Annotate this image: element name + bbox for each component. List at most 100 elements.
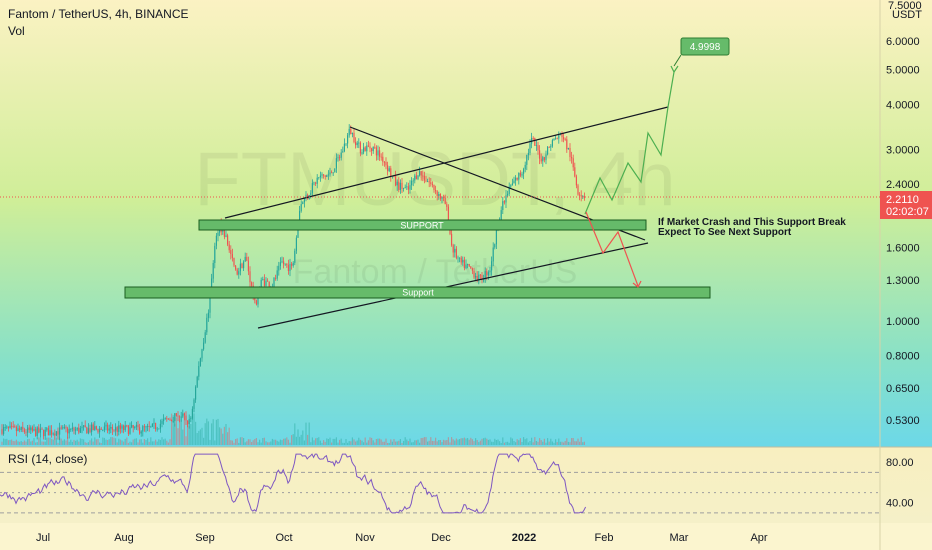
candle-body (444, 197, 446, 205)
volume-bar (15, 439, 17, 445)
volume-bar (361, 440, 363, 445)
candle-body (36, 427, 38, 436)
volume-bar (150, 437, 152, 445)
candle-body (193, 399, 195, 409)
volume-bar (212, 419, 214, 445)
last-price-marker[interactable]: 2.2110 02:02:07 (0, 191, 932, 219)
volume-bar (326, 438, 328, 445)
support-zone-upper[interactable] (198, 219, 647, 231)
volume-bar (463, 437, 465, 445)
candle-body (478, 274, 480, 280)
volume-bar (559, 441, 561, 445)
candle-body (105, 424, 107, 427)
candle-body (92, 424, 94, 430)
volume-bar (78, 441, 80, 445)
volume-bar (38, 437, 40, 445)
volume-bar (433, 440, 435, 445)
time-axis-label: Aug (114, 532, 134, 544)
candle-body (364, 147, 366, 152)
watermark: FTMUSDT, 4h Fantom / TetherUS (194, 137, 675, 291)
volume-bar (231, 440, 233, 445)
candle-body (262, 279, 264, 280)
candle-body (153, 422, 155, 424)
volume-bar (353, 439, 355, 445)
candle-body (172, 421, 174, 422)
volume-bar (239, 437, 241, 445)
last-price-value: 2.2110 (886, 194, 919, 206)
candle-body (241, 263, 243, 269)
volume-bar (294, 423, 296, 445)
price-axis[interactable]: 7.5000 USDT 6.0000 5.0000 4.0000 3.0000 2.40… (886, 0, 922, 427)
candle-body (129, 427, 131, 434)
candle-body (583, 196, 585, 198)
candle-body (166, 418, 168, 419)
volume-bar (337, 442, 339, 445)
candle-body (27, 427, 29, 433)
candle-body (228, 244, 230, 251)
candle-body (311, 183, 313, 193)
symbol-title[interactable]: Fantom / TetherUS, 4h, BINANCE (8, 7, 189, 21)
volume-bar (390, 439, 392, 445)
candle-body (406, 186, 408, 188)
volume-bar (452, 439, 454, 445)
candle-body (355, 142, 357, 146)
rsi-axis[interactable]: 80.00 40.00 (886, 457, 914, 510)
candle-body (257, 296, 259, 305)
candle-body (73, 427, 75, 431)
time-axis-label: Oct (275, 532, 292, 544)
time-axis[interactable]: Jul Aug Sep Oct Nov Dec 2022 Feb Mar Apr (36, 532, 768, 544)
upper-trendline[interactable] (224, 106, 669, 219)
candle-body (385, 162, 387, 166)
candle-body (532, 138, 534, 139)
candle-body (44, 429, 46, 437)
candle-body (486, 271, 488, 276)
volume-bar (460, 438, 462, 445)
rsi-indicator-label[interactable]: RSI (14, close) (8, 452, 88, 466)
candle-body (1, 429, 3, 434)
candle-body (62, 427, 64, 429)
time-axis-label: Dec (431, 532, 451, 544)
candle-body (110, 427, 112, 429)
volume-bar (483, 438, 485, 445)
lower-trendline[interactable] (257, 242, 649, 329)
candle-body (297, 224, 299, 238)
volume-bar (311, 437, 313, 445)
candle-body (561, 133, 563, 138)
crash-note-line-2: Expect To See Next Support (658, 227, 792, 238)
volume-bar (310, 442, 312, 445)
volume-indicator-label[interactable]: Vol (8, 24, 25, 38)
volume-bar (420, 438, 422, 445)
bullish-projection-path[interactable] (584, 71, 675, 215)
bearish-projection-path[interactable] (585, 211, 639, 287)
candle-body (196, 376, 198, 387)
candle-body (494, 244, 496, 248)
candle-body (119, 425, 121, 429)
volume-bar (92, 441, 94, 445)
volume-bar (321, 442, 323, 445)
volume-bar (134, 438, 136, 445)
volume-bar (526, 438, 528, 445)
candle-body (249, 271, 251, 283)
price-axis-tick: 2.4000 (886, 179, 920, 191)
support-zone-lower[interactable] (124, 286, 711, 299)
candle-body (209, 288, 211, 313)
candle-body (462, 259, 464, 263)
candle-body (342, 151, 344, 153)
volume-bar (169, 439, 171, 445)
candle-body (206, 317, 208, 333)
volume-bar (63, 439, 65, 445)
volume-bar (206, 418, 208, 445)
volume-bar (222, 433, 224, 445)
target-price-callout[interactable] (680, 37, 730, 56)
volume-bar (172, 415, 174, 445)
volume-bar (108, 439, 110, 445)
volume-bar (124, 438, 126, 445)
volume-bar (99, 442, 101, 445)
candle-body (369, 146, 371, 149)
volume-bar (203, 437, 205, 445)
candle-body (417, 175, 419, 180)
candle-body (471, 268, 473, 271)
candle-body (505, 195, 507, 203)
volume-bar (527, 442, 529, 445)
